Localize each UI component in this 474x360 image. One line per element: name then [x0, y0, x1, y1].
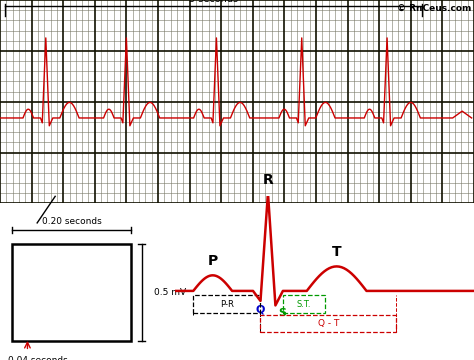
Text: Q: Q [256, 305, 265, 315]
Text: 0.20 seconds: 0.20 seconds [42, 217, 101, 226]
Bar [193, 295, 261, 313]
Text: 3 seconds: 3 seconds [189, 0, 238, 4]
Bar [261, 315, 396, 332]
Text: S: S [278, 308, 286, 318]
Text: R: R [263, 173, 273, 187]
Bar [12, 244, 131, 341]
Text: 0.5 mV: 0.5 mV [154, 288, 186, 297]
Text: Q - T: Q - T [318, 319, 339, 328]
Text: P-R: P-R [220, 300, 234, 309]
Text: P: P [208, 253, 218, 267]
Text: © RnCeus.com: © RnCeus.com [397, 4, 472, 13]
Bar [283, 295, 325, 313]
Text: S.T.: S.T. [297, 300, 311, 309]
Text: T: T [332, 244, 341, 258]
Text: 0.04 seconds: 0.04 seconds [9, 356, 68, 360]
